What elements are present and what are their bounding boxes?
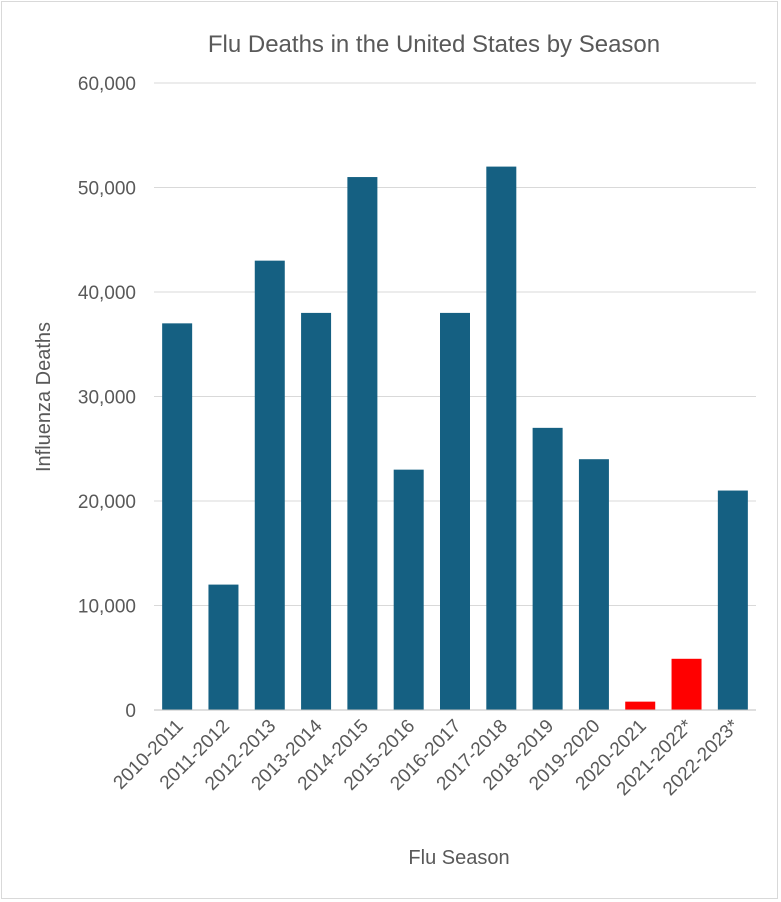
gridlines — [154, 82, 756, 606]
bar-2012-2013 — [254, 260, 285, 710]
y-tick-label: 60,000 — [78, 74, 136, 95]
y-tick-label: 0 — [125, 701, 136, 722]
x-axis-ticks: 2010-20112011-20122012-20132013-20142014… — [110, 715, 744, 800]
bar-2021-2022-star — [671, 658, 702, 710]
y-axis-label: Influenza Deaths — [33, 322, 55, 472]
x-axis-label: Flu Season — [408, 847, 509, 869]
chart-title: Flu Deaths in the United States by Seaso… — [208, 31, 660, 58]
bar-2015-2016 — [393, 469, 424, 710]
bar-2019-2020 — [578, 459, 609, 710]
bar-2014-2015 — [347, 177, 378, 711]
y-tick-label: 30,000 — [78, 388, 136, 409]
y-tick-label: 50,000 — [78, 179, 136, 200]
bar-2016-2017 — [440, 312, 470, 710]
y-tick-label: 10,000 — [78, 597, 136, 618]
bars — [162, 166, 748, 711]
bar-2018-2019 — [532, 427, 563, 710]
y-tick-label: 40,000 — [78, 283, 136, 304]
bar-2013-2014 — [301, 312, 332, 710]
bar-2022-2023-star — [717, 490, 748, 710]
bar-2020-2021 — [625, 701, 656, 710]
y-axis-ticks: 0 10,000 20,000 30,000 40,000 50,000 60,000 — [78, 74, 136, 722]
bar-2010-2011 — [162, 323, 193, 710]
bar-2017-2018 — [486, 166, 517, 711]
bar-2011-2012 — [208, 584, 239, 710]
y-tick-label: 20,000 — [78, 492, 136, 513]
